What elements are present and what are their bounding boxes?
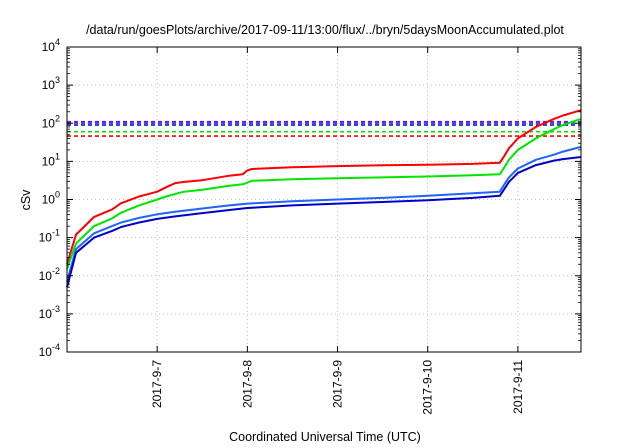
x-tick-label: 2017-9-7 [150,360,164,408]
x-tick-label: 2017-9-10 [421,360,435,415]
y-axis-label: cSv [19,189,33,211]
chart-title: /data/run/goesPlots/archive/2017-09-11/1… [86,23,564,37]
y-tick-label: 103 [42,75,60,92]
series-line [66,145,582,282]
y-tick-label: 102 [42,113,60,130]
x-tick-label: 2017-9-8 [240,360,254,408]
series-group [66,109,582,288]
y-tick-label: 104 [42,37,60,54]
series-line [66,156,582,288]
y-tick-label: 101 [42,151,60,168]
y-tick-label: 100 [42,190,60,207]
series-line [66,109,582,265]
series-line [66,117,582,270]
y-tick-label: 10-2 [39,266,60,283]
y-axis: 10-4 10-3 10-2 10-1 100 101 102 103 104 [39,37,581,359]
y-tick-label: 10-4 [39,342,60,359]
x-axis-label: Coordinated Universal Time (UTC) [229,430,421,444]
y-tick-label: 10-1 [39,228,60,245]
y-tick-label: 10-3 [39,304,60,321]
reference-lines [67,120,581,137]
x-tick-label: 2017-9-9 [331,360,345,408]
x-tick-label: 2017-9-11 [511,360,525,414]
x-axis: 2017-9-7 2017-9-8 2017-9-9 2017-9-10 2017-9-… [150,47,525,415]
